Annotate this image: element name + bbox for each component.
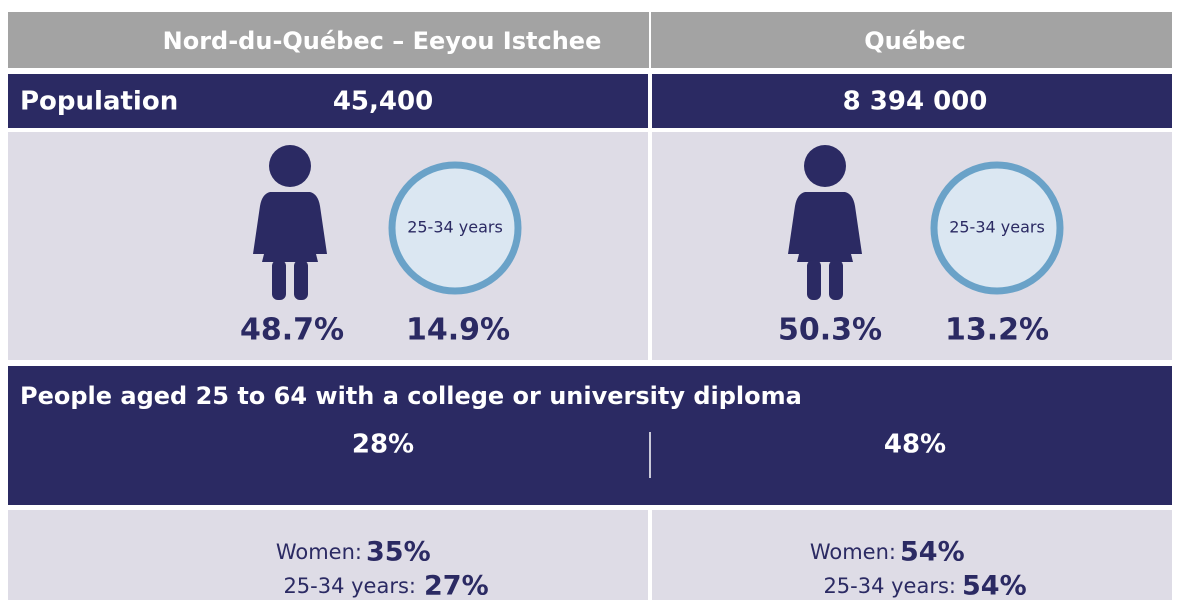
age-circle (930, 161, 1064, 295)
woman-icon (253, 145, 327, 300)
province-diploma: 48% (884, 430, 946, 460)
age-label: 25-34 years (407, 218, 503, 237)
diploma-detail (8, 510, 648, 600)
age-label: 25-34 years (949, 218, 1045, 237)
diploma-label: People aged 25 to 64 with a college or u… (20, 382, 802, 410)
women-share: 50.3% (778, 313, 882, 348)
women-label: Women: (810, 540, 896, 564)
women-diploma: 54% (900, 537, 965, 568)
woman-icon (788, 145, 862, 300)
population-bar (652, 74, 1172, 128)
demographics-panel (652, 132, 1172, 360)
header-bar (8, 12, 1172, 68)
women-diploma: 35% (366, 537, 431, 568)
women-label: Women: (276, 540, 362, 564)
region-population: 45,400 (333, 87, 433, 117)
diploma-detail (652, 510, 1172, 600)
province-population: 8 394 000 (843, 87, 988, 117)
region-header: Nord-du-Québec – Eeyou Istchee (163, 27, 602, 55)
region-diploma: 28% (352, 430, 414, 460)
province-header: Québec (864, 27, 965, 55)
women-share: 48.7% (240, 313, 344, 348)
population-label: Population (20, 87, 178, 117)
age-share: 14.9% (406, 313, 510, 348)
age-diploma: 54% (962, 571, 1027, 600)
diploma-bar (8, 366, 1172, 505)
age-label: 25-34 years: (823, 574, 956, 598)
age-share: 13.2% (945, 313, 1049, 348)
demographics-panel (8, 132, 648, 360)
population-bar (8, 74, 648, 128)
age-label: 25-34 years: (283, 574, 416, 598)
age-circle (388, 161, 522, 295)
age-diploma: 27% (424, 571, 489, 600)
